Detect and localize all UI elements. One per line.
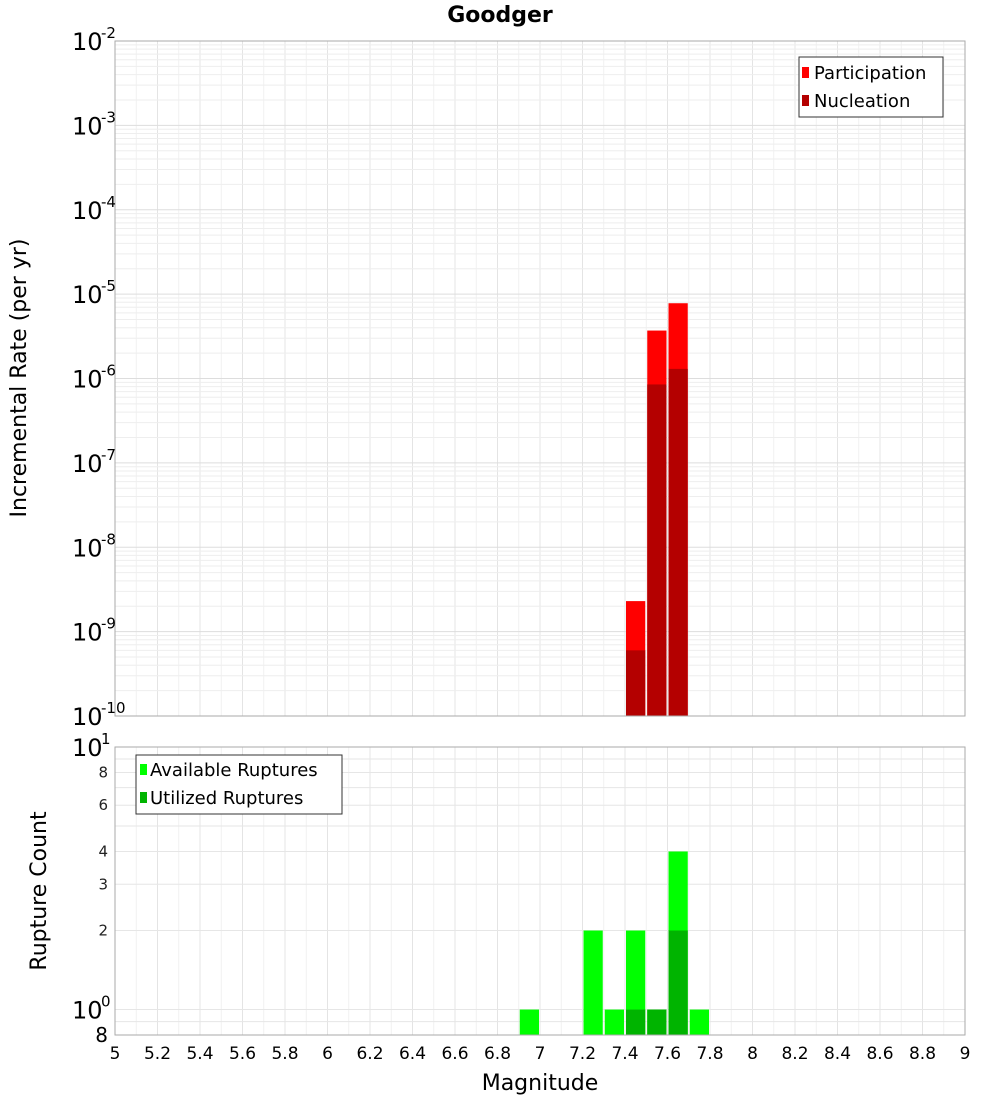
x-tick-labels: 5 5.2 5.4 5.6 5.8 6 6.2 6.4 6.6 6.8 7 7.2 7.4 7.6 7.8 8… (110, 1044, 971, 1064)
x-tick-label: 5.4 (186, 1044, 213, 1064)
bottom-y-minor-tick-label: 4 (98, 842, 108, 860)
x-tick-label: 5.8 (271, 1044, 298, 1064)
participation-legend-label: Participation (814, 63, 926, 84)
x-tick-label: 8.6 (866, 1044, 893, 1064)
available-ruptures-bar (604, 1009, 624, 1035)
x-tick-label: 7.4 (611, 1044, 638, 1064)
top-plot-frame (114, 40, 966, 717)
available-ruptures-bar (519, 1009, 539, 1035)
x-tick-label: 6.2 (356, 1044, 383, 1064)
top-bars (626, 303, 688, 716)
utilized-ruptures-bar (626, 1009, 646, 1035)
top-y-tick-label: 10 (72, 450, 103, 478)
x-tick-label: 7.6 (654, 1044, 681, 1064)
available-ruptures-bar (626, 930, 646, 1035)
x-tick-label: 5.6 (229, 1044, 256, 1064)
bottom-y-axis-label: Rupture Count (27, 811, 52, 971)
nucleation-bar (647, 384, 667, 716)
top-y-tick-label: 10 (72, 619, 103, 647)
x-tick-label: 6.4 (399, 1044, 426, 1064)
top-y-tick-label: 10 (72, 28, 103, 56)
x-tick-label: 8.2 (781, 1044, 808, 1064)
top-y-tick-label: 10 (72, 534, 103, 562)
x-tick-label: 9 (960, 1044, 971, 1064)
top-y-tick-exponent: -6 (101, 362, 116, 380)
utilized-ruptures-bar (647, 1009, 667, 1035)
top-y-axis-label: Incremental Rate (per yr) (7, 239, 32, 518)
x-tick-label: 5.2 (144, 1044, 171, 1064)
utilized-ruptures-bar (668, 930, 688, 1035)
bottom-legend-box (135, 754, 343, 815)
top-y-tick-label: 10 (72, 281, 103, 309)
bottom-y-tick-exponent: 1 (101, 730, 111, 748)
bottom-y-tick-label: 10 (72, 734, 103, 762)
x-tick-label: 6 (322, 1044, 333, 1064)
x-tick-label: 8.8 (909, 1044, 936, 1064)
top-y-tick-label: 10 (72, 366, 103, 394)
top-y-tick-label: 10 (72, 112, 103, 140)
nucleation-bar (668, 368, 688, 716)
bottom-y-minor-tick-label: 8 (95, 1023, 108, 1047)
bottom-plot-frame (114, 746, 966, 1036)
x-tick-label: 7.8 (696, 1044, 723, 1064)
top-legend: Participation Nucleation (798, 56, 944, 118)
available-ruptures-bar (583, 930, 603, 1035)
top-y-tick-exponent: -4 (101, 193, 116, 211)
bottom-y-tick-exponent: 0 (101, 993, 111, 1011)
nucleation-bar (626, 650, 646, 716)
x-tick-label: 6.8 (484, 1044, 511, 1064)
utilized-ruptures-legend-swatch (140, 792, 147, 803)
top-legend-box (798, 56, 944, 118)
bottom-legend: Available Ruptures Utilized Ruptures (135, 754, 343, 815)
top-y-tick-exponent: -8 (101, 530, 116, 548)
available-ruptures-legend-label: Available Ruptures (150, 760, 318, 781)
chart-title: Goodger (447, 3, 553, 28)
top-y-tick-label: 10 (72, 197, 103, 225)
available-ruptures-bar (689, 1009, 709, 1035)
bottom-y-minor-tick-label: 8 (98, 763, 108, 781)
x-tick-label: 5 (110, 1044, 121, 1064)
bottom-y-minor-tick-label: 3 (98, 875, 108, 893)
top-grid (114, 41, 966, 717)
top-y-tick-exponent: -10 (101, 699, 126, 717)
bottom-y-minor-tick-label: 2 (98, 922, 108, 940)
top-y-tick-label: 10 (72, 703, 103, 731)
x-tick-label: 8 (747, 1044, 758, 1064)
x-tick-label: 7 (535, 1044, 546, 1064)
top-y-tick-exponent: -7 (101, 446, 116, 464)
available-ruptures-legend-swatch (140, 764, 147, 775)
top-y-tick-exponent: -2 (101, 24, 116, 42)
x-tick-label: 7.2 (569, 1044, 596, 1064)
top-y-tick-exponent: -3 (101, 108, 116, 126)
x-tick-label: 6.6 (441, 1044, 468, 1064)
utilized-ruptures-legend-label: Utilized Ruptures (150, 788, 303, 809)
x-axis-label: Magnitude (482, 1071, 599, 1096)
bottom-bars (519, 851, 709, 1035)
x-tick-label: 8.4 (824, 1044, 851, 1064)
participation-legend-swatch (802, 67, 809, 78)
bottom-y-minor-tick-label: 6 (98, 796, 108, 814)
bottom-y-tick-label: 10 (72, 997, 103, 1025)
nucleation-legend-label: Nucleation (814, 91, 910, 112)
nucleation-legend-swatch (802, 95, 809, 106)
top-y-tick-exponent: -9 (101, 615, 116, 633)
top-y-tick-exponent: -5 (101, 277, 116, 295)
